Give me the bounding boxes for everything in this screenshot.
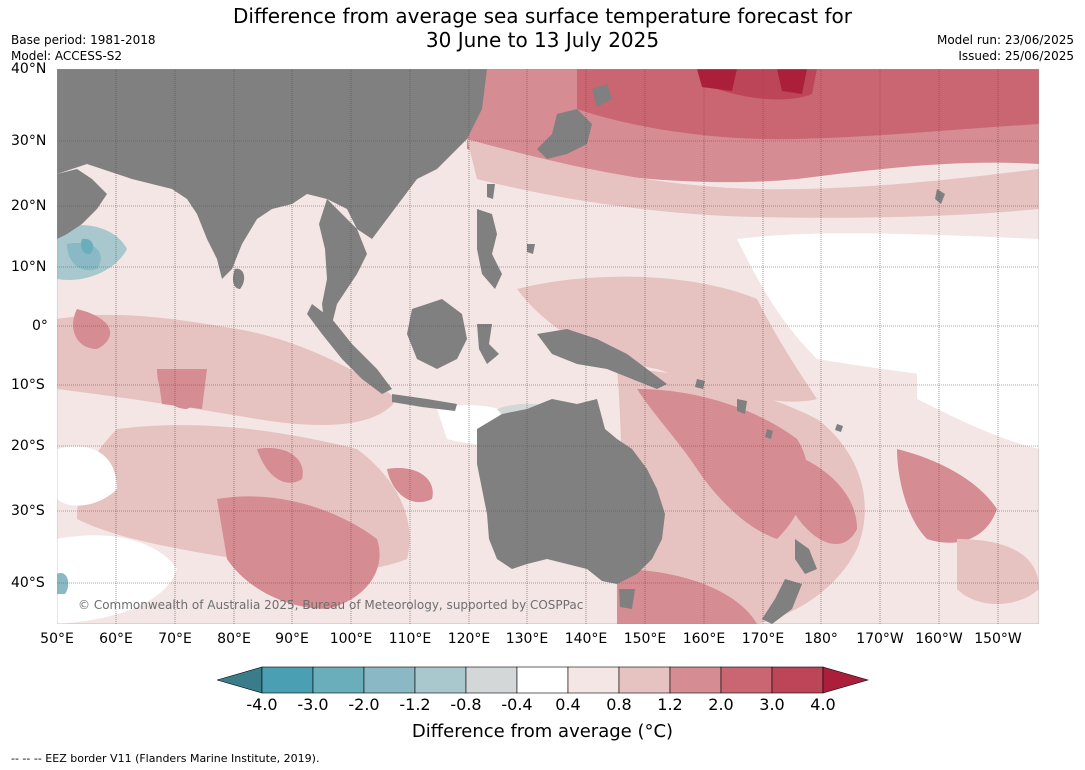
colorbar-cell — [771, 666, 824, 694]
colorbar-cell — [414, 666, 467, 694]
lon-label: 150°W — [974, 631, 1022, 647]
colorbar-cell — [465, 666, 518, 694]
colorbar-tick-label: 1.2 — [657, 695, 683, 714]
colorbar-tick-label: -0.4 — [501, 695, 533, 714]
anomaly-shading — [57, 69, 1039, 624]
lat-label: 40°S — [11, 575, 45, 591]
colorbar-tick-label: 0.8 — [606, 695, 632, 714]
title-line-2: 30 June to 13 July 2025 — [425, 28, 660, 52]
lon-label: 130°E — [505, 631, 549, 647]
map-title: Difference from average sea surface temp… — [0, 4, 1085, 52]
colorbar-extend-low — [217, 666, 263, 694]
colorbar-cell — [312, 666, 365, 694]
run-info: Model run: 23/06/2025 Issued: 25/06/2025 — [937, 32, 1074, 64]
lon-label: 90°E — [275, 631, 309, 647]
lon-label: 150°E — [623, 631, 667, 647]
lat-label: 40°N — [11, 61, 47, 77]
colorbar-cell — [618, 666, 671, 694]
colorbar-tick-label: -2.0 — [348, 695, 380, 714]
colorbar-extend-high — [822, 666, 869, 694]
issued-date: Issued: 25/06/2025 — [958, 49, 1074, 63]
lat-label: 20°S — [11, 438, 45, 454]
lon-label: 70°E — [158, 631, 192, 647]
lat-label: 30°S — [11, 503, 45, 519]
colorbar-tick-label: 3.0 — [759, 695, 785, 714]
lon-label: 100°E — [329, 631, 373, 647]
lon-label: 160°W — [915, 631, 963, 647]
colorbar-cell — [261, 666, 314, 694]
lat-label: 20°N — [11, 198, 47, 214]
colorbar-cell — [567, 666, 620, 694]
title-line-1: Difference from average sea surface temp… — [232, 4, 852, 28]
colorbar-tick-label: -0.8 — [450, 695, 482, 714]
base-period: Base period: 1981-2018 — [11, 33, 156, 47]
lon-label: 140°E — [564, 631, 608, 647]
lon-label: 170°E — [741, 631, 785, 647]
colorbar-tick-label: -1.2 — [399, 695, 431, 714]
colorbar-tick-label: 4.0 — [810, 695, 836, 714]
colorbar-cell — [720, 666, 773, 694]
lon-label: 180° — [804, 631, 838, 647]
lon-label: 120°E — [447, 631, 491, 647]
colorbar — [217, 666, 869, 694]
colorbar-tick-label: -4.0 — [246, 695, 278, 714]
colorbar-cell — [669, 666, 722, 694]
lat-label: 0° — [32, 318, 48, 334]
copyright-notice: © Commonwealth of Australia 2025, Bureau… — [78, 598, 584, 612]
lon-label: 50°E — [40, 631, 74, 647]
land-masses — [57, 69, 945, 624]
sst-anomaly-map — [57, 69, 1039, 624]
colorbar-cell — [363, 666, 416, 694]
colorbar-title: Difference from average (°C) — [411, 721, 674, 742]
model-run: Model run: 23/06/2025 — [936, 33, 1074, 47]
lat-label: 10°S — [11, 377, 45, 393]
lon-label: 160°E — [682, 631, 726, 647]
lon-label: 110°E — [388, 631, 432, 647]
colorbar-tick-label: 2.0 — [708, 695, 734, 714]
graticule — [57, 69, 1039, 624]
lat-label: 10°N — [11, 259, 47, 275]
lon-label: 80°E — [217, 631, 251, 647]
model-name: Model: ACCESS-S2 — [11, 49, 123, 63]
colorbar-cell — [516, 666, 569, 694]
eez-footnote: -- -- -- EEZ border V11 (Flanders Marine… — [11, 752, 320, 765]
model-info: Base period: 1981-2018 Model: ACCESS-S2 — [11, 32, 156, 64]
lon-label: 170°W — [856, 631, 904, 647]
lon-label: 60°E — [99, 631, 133, 647]
colorbar-tick-label: 0.4 — [555, 695, 581, 714]
lat-label: 30°N — [11, 133, 47, 149]
colorbar-tick-label: -3.0 — [297, 695, 329, 714]
